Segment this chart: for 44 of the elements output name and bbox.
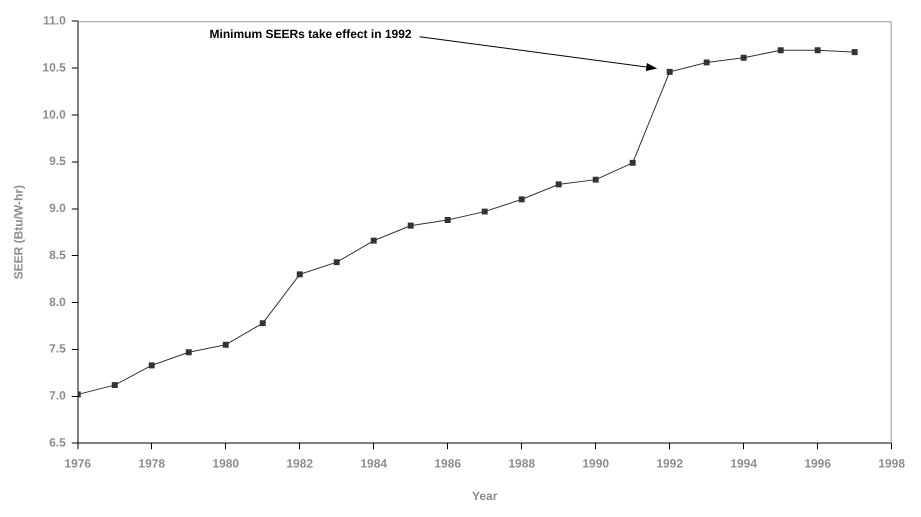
x-tick-label: 1980 bbox=[212, 456, 240, 471]
x-tick-label: 1976 bbox=[64, 456, 92, 471]
x-tick-label: 1998 bbox=[878, 456, 906, 471]
y-tick-label: 8.0 bbox=[49, 294, 66, 309]
y-axis-title: SEER (Btu/W-hr) bbox=[12, 184, 26, 280]
point bbox=[408, 222, 414, 229]
point bbox=[778, 47, 784, 54]
x-axis-title: Year bbox=[472, 489, 498, 504]
x-tick-label: 1986 bbox=[434, 456, 462, 471]
x-tick-label: 1996 bbox=[804, 456, 832, 471]
point bbox=[518, 196, 525, 202]
y-tick-label: 7.5 bbox=[49, 342, 66, 356]
point bbox=[370, 238, 377, 244]
y-tick-label: 8.5 bbox=[49, 248, 66, 262]
point bbox=[740, 54, 747, 61]
point bbox=[296, 271, 303, 278]
point bbox=[334, 259, 340, 266]
y-tick-label: 9.5 bbox=[49, 154, 66, 168]
y-tick-label: 6.5 bbox=[49, 436, 66, 450]
point bbox=[704, 59, 710, 66]
point bbox=[482, 208, 488, 215]
x-tick-label: 1992 bbox=[656, 456, 684, 471]
point bbox=[592, 176, 599, 183]
x-tick-label: 1984 bbox=[360, 456, 388, 471]
x-tick-label: 1978 bbox=[138, 456, 166, 471]
point bbox=[666, 68, 673, 75]
point bbox=[814, 47, 821, 54]
x-tick-label: 1982 bbox=[286, 456, 314, 471]
point bbox=[630, 160, 636, 166]
point bbox=[556, 181, 562, 188]
y-tick-label: 10.0 bbox=[42, 107, 66, 122]
point bbox=[444, 217, 451, 223]
point bbox=[112, 382, 118, 388]
point bbox=[260, 320, 266, 326]
y-tick-label: 7.0 bbox=[49, 388, 66, 403]
x-tick-label: 1994 bbox=[730, 456, 758, 471]
point bbox=[852, 49, 858, 56]
y-tick-label: 11.0 bbox=[43, 14, 66, 28]
x-tick-label: 1990 bbox=[582, 456, 610, 471]
y-tick-label: 10.5 bbox=[42, 60, 66, 74]
annotation: Minimum SEERs take effect in 1992 bbox=[209, 27, 412, 42]
point bbox=[148, 362, 155, 368]
y-tick-label: 9.0 bbox=[49, 201, 66, 216]
x-tick-label: 1988 bbox=[508, 456, 536, 471]
